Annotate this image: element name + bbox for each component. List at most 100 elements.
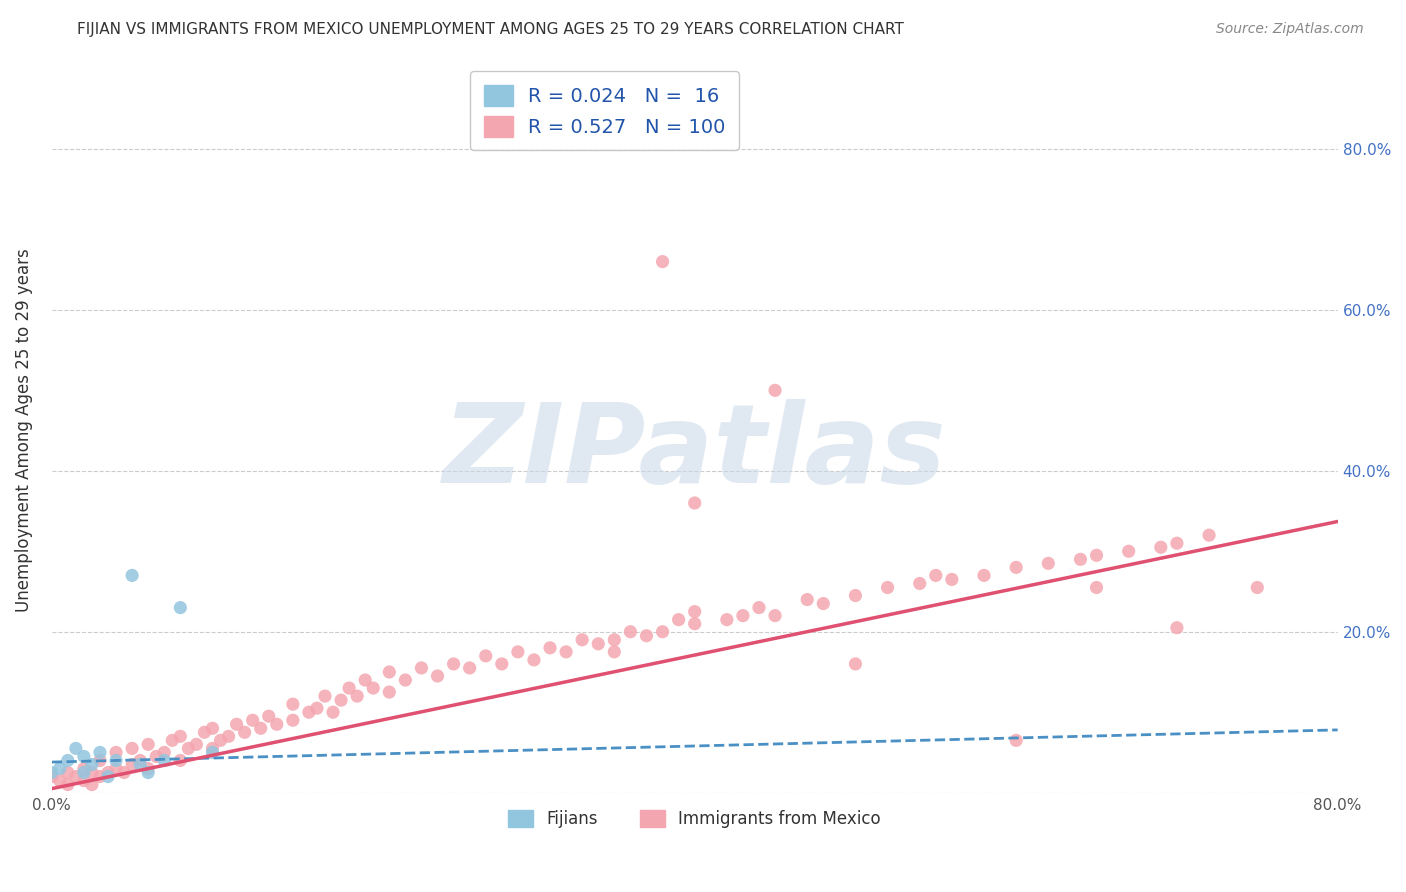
Point <box>153 754 176 768</box>
Point <box>378 685 401 699</box>
Legend: Fijians, Immigrants from Mexico: Fijians, Immigrants from Mexico <box>502 804 887 835</box>
Point <box>136 738 159 752</box>
Point <box>763 608 786 623</box>
Point <box>354 673 377 687</box>
Point <box>281 697 304 711</box>
Point <box>1118 544 1140 558</box>
Point <box>474 648 496 663</box>
Point <box>153 746 176 760</box>
Point <box>209 733 232 747</box>
Text: FIJIAN VS IMMIGRANTS FROM MEXICO UNEMPLOYMENT AMONG AGES 25 TO 29 YEARS CORRELAT: FIJIAN VS IMMIGRANTS FROM MEXICO UNEMPLO… <box>77 22 904 37</box>
Point <box>129 757 152 772</box>
Point <box>314 689 336 703</box>
Point <box>298 705 321 719</box>
Point <box>136 762 159 776</box>
Point <box>73 765 96 780</box>
Point <box>458 661 481 675</box>
Point <box>1005 560 1028 574</box>
Point <box>249 721 271 735</box>
Point <box>555 645 578 659</box>
Point <box>844 657 866 671</box>
Point <box>571 632 593 647</box>
Point <box>233 725 256 739</box>
Point <box>225 717 247 731</box>
Point <box>1085 581 1108 595</box>
Point <box>651 624 673 639</box>
Point <box>105 754 128 768</box>
Point <box>443 657 465 671</box>
Point <box>201 741 224 756</box>
Point <box>683 496 706 510</box>
Point <box>65 770 87 784</box>
Point <box>129 754 152 768</box>
Point <box>361 681 384 695</box>
Point <box>89 746 111 760</box>
Point <box>201 746 224 760</box>
Point <box>1150 541 1173 555</box>
Point <box>73 762 96 776</box>
Point <box>586 637 609 651</box>
Point <box>844 589 866 603</box>
Point <box>49 773 72 788</box>
Point <box>651 254 673 268</box>
Point <box>1038 557 1060 571</box>
Point <box>1085 549 1108 563</box>
Point <box>322 705 344 719</box>
Point <box>177 741 200 756</box>
Point <box>668 613 690 627</box>
Point <box>378 665 401 679</box>
Point <box>218 729 240 743</box>
Point <box>506 645 529 659</box>
Point <box>908 576 931 591</box>
Point <box>169 729 191 743</box>
Point <box>426 669 449 683</box>
Point <box>523 653 546 667</box>
Point <box>941 573 963 587</box>
Point <box>97 770 120 784</box>
Point <box>89 770 111 784</box>
Point <box>73 749 96 764</box>
Point <box>97 765 120 780</box>
Point <box>1166 536 1188 550</box>
Point <box>242 713 264 727</box>
Point <box>169 754 191 768</box>
Point <box>105 746 128 760</box>
Point <box>337 681 360 695</box>
Point <box>136 765 159 780</box>
Point <box>41 770 63 784</box>
Point <box>56 778 79 792</box>
Point <box>748 600 770 615</box>
Y-axis label: Unemployment Among Ages 25 to 29 years: Unemployment Among Ages 25 to 29 years <box>15 249 32 613</box>
Point <box>1069 552 1091 566</box>
Point <box>619 624 641 639</box>
Point <box>683 605 706 619</box>
Point <box>281 713 304 727</box>
Point <box>763 384 786 398</box>
Point <box>105 762 128 776</box>
Point <box>731 608 754 623</box>
Point <box>346 689 368 703</box>
Point <box>89 754 111 768</box>
Text: ZIPatlas: ZIPatlas <box>443 399 946 506</box>
Point <box>683 616 706 631</box>
Point <box>603 645 626 659</box>
Point <box>193 725 215 739</box>
Point <box>973 568 995 582</box>
Point <box>491 657 513 671</box>
Point <box>65 741 87 756</box>
Point <box>796 592 818 607</box>
Point <box>56 765 79 780</box>
Point <box>121 568 143 582</box>
Point <box>538 640 561 655</box>
Point <box>162 733 184 747</box>
Point <box>305 701 328 715</box>
Point <box>80 765 103 780</box>
Point <box>80 757 103 772</box>
Point <box>716 613 738 627</box>
Point <box>266 717 288 731</box>
Point <box>257 709 280 723</box>
Point <box>121 757 143 772</box>
Point <box>112 765 135 780</box>
Point <box>73 773 96 788</box>
Point <box>1246 581 1268 595</box>
